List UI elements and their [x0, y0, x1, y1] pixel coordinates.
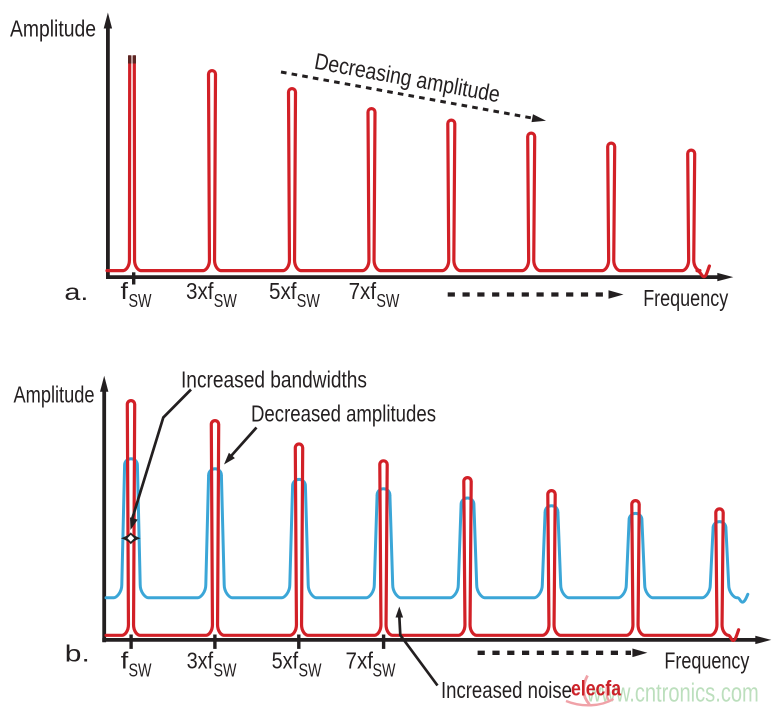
svg-text:SW: SW — [214, 660, 237, 681]
svg-text:7xf: 7xf — [346, 648, 374, 674]
svg-text:SW: SW — [129, 660, 152, 681]
svg-text:3xf: 3xf — [186, 278, 214, 304]
svg-text:Decreased amplitudes: Decreased amplitudes — [251, 401, 436, 427]
svg-text:SW: SW — [376, 290, 399, 311]
svg-text:f: f — [121, 648, 129, 674]
svg-text:elecfa: elecfa — [571, 678, 621, 701]
svg-text:7xf: 7xf — [349, 278, 377, 304]
svg-text:Frequency: Frequency — [643, 285, 728, 311]
svg-text:b.: b. — [65, 641, 90, 667]
svg-text:Amplitude: Amplitude — [10, 15, 96, 41]
svg-text:Increased bandwidths: Increased bandwidths — [181, 367, 367, 393]
svg-text:www.cntronics.com: www.cntronics.com — [586, 680, 759, 708]
svg-text:SW: SW — [214, 290, 237, 311]
svg-text:Increased noise: Increased noise — [441, 677, 572, 703]
svg-text:5xf: 5xf — [269, 278, 297, 304]
svg-text:SW: SW — [297, 290, 320, 311]
svg-text:Frequency: Frequency — [664, 648, 749, 674]
svg-text:5xf: 5xf — [272, 648, 299, 674]
svg-text:SW: SW — [373, 660, 396, 681]
svg-text:f: f — [121, 278, 129, 304]
svg-text:SW: SW — [129, 290, 152, 311]
svg-text:SW: SW — [299, 660, 322, 681]
svg-text:3xf: 3xf — [187, 648, 214, 674]
svg-text:a.: a. — [64, 279, 88, 305]
svg-text:Amplitude: Amplitude — [14, 382, 95, 408]
